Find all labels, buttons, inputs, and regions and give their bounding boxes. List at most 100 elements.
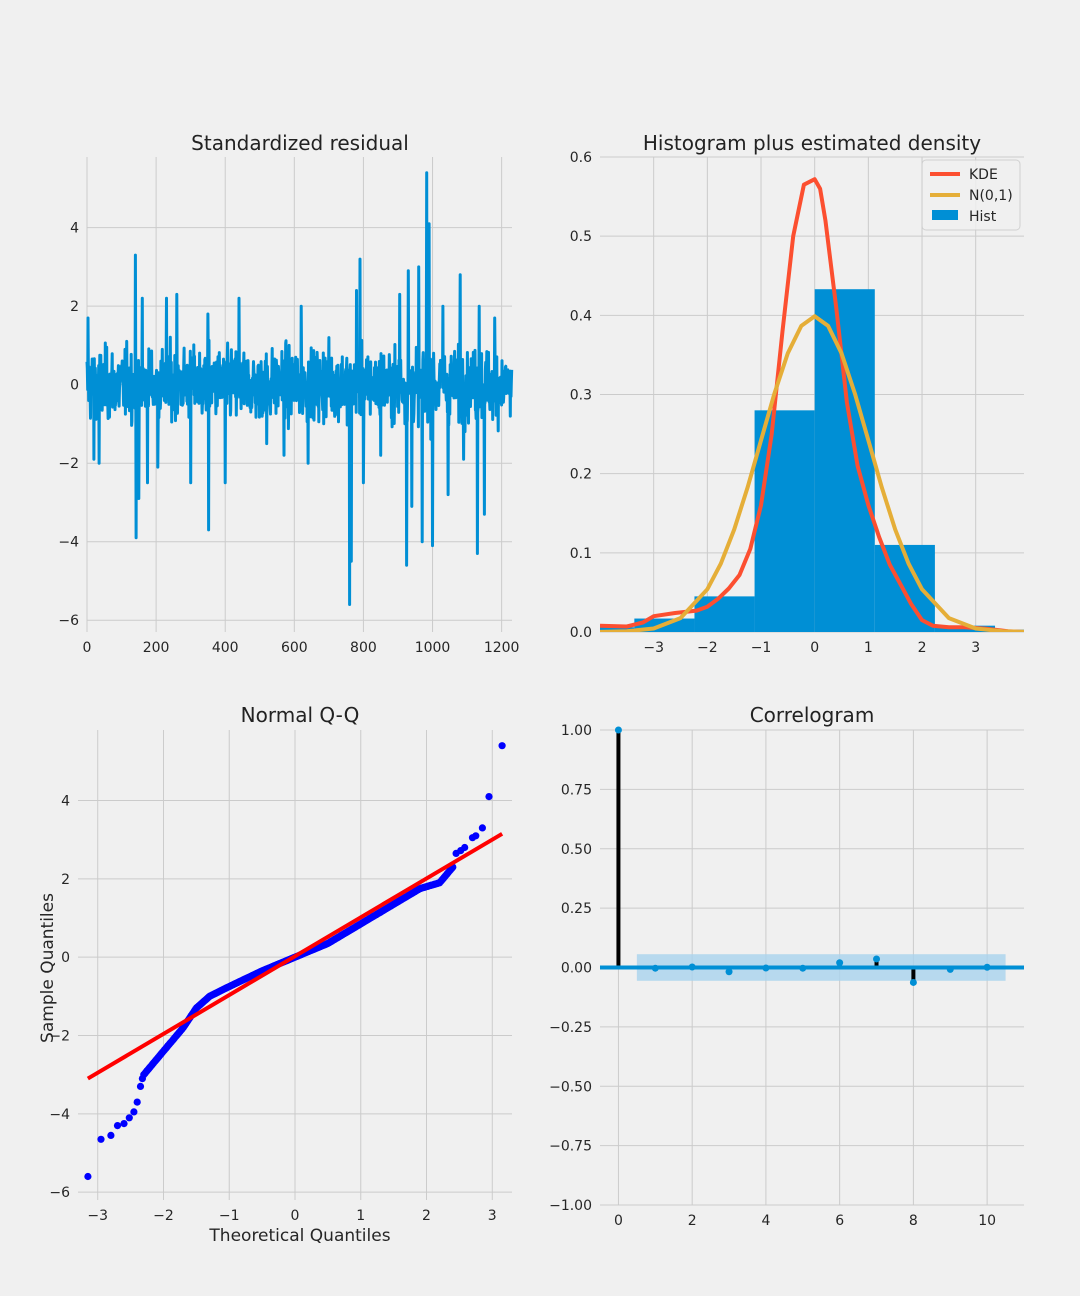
y-tick-label: 0.6 [570, 150, 592, 166]
correlogram-ticks: 0 2 4 6 8 10 −1.00 −0.75 −0.50 −0.25 0.00 0.25 0.50 0… [549, 723, 996, 1229]
acf-marker [836, 959, 844, 967]
correlogram-title: Correlogram [750, 703, 875, 727]
qq-point [107, 1131, 115, 1139]
x-tick-label: 0 [291, 1208, 300, 1224]
y-tick-label: 4 [70, 221, 79, 237]
acf-marker [946, 965, 954, 973]
standardized-residual-line [85, 171, 514, 606]
standardized-residual-ticks: 0 200 400 600 800 1000 1200 −6 −4 −2 0 2 4 [58, 221, 519, 656]
y-tick-label: 0.50 [561, 842, 592, 858]
x-tick-label: −3 [87, 1208, 108, 1224]
normal-qq-ticks: −3 −2 −1 0 1 2 3 −6 −4 −2 0 2 4 [49, 794, 496, 1225]
qq-point [130, 1108, 138, 1116]
standardized-residual-title: Standardized residual [191, 131, 409, 155]
hist-bar [754, 410, 815, 632]
y-tick-label: 0.1 [570, 546, 592, 562]
acf-marker [725, 968, 733, 976]
x-tick-label: 3 [488, 1208, 497, 1224]
qq-reference-line [86, 832, 504, 1081]
y-tick-label: 0.0 [570, 625, 592, 641]
qq-point [461, 843, 469, 852]
legend-kde-label: KDE [969, 167, 998, 183]
qq-point [113, 1122, 122, 1130]
x-tick-label: 2 [422, 1208, 431, 1224]
x-tick-label: 4 [761, 1213, 770, 1229]
standardized-residual-panel: 0 200 400 600 800 1000 1200 −6 −4 −2 0 2 4 Standardi… [58, 131, 519, 656]
y-tick-label: 0.3 [570, 388, 592, 404]
x-tick-label: 200 [143, 640, 170, 656]
qq-point [125, 1114, 133, 1122]
x-tick-label: −1 [219, 1208, 240, 1224]
legend-normal-label: N(0,1) [969, 188, 1013, 204]
qq-point [133, 1098, 141, 1106]
x-tick-label: −3 [643, 640, 664, 656]
qq-point [97, 1135, 105, 1143]
y-tick-label: 0.2 [570, 467, 592, 483]
y-tick-label: 0 [70, 378, 79, 394]
y-tick-label: 0.4 [570, 308, 592, 324]
x-tick-label: 8 [909, 1213, 918, 1229]
y-tick-label: 0.5 [570, 229, 592, 245]
acf-marker [983, 963, 991, 971]
x-tick-label: 1 [864, 640, 873, 656]
hist-bar [814, 289, 875, 632]
y-tick-label: 4 [61, 794, 70, 810]
correlogram-marks [600, 726, 1024, 986]
legend-hist-label: Hist [969, 209, 997, 225]
normal-qq-ylabel: Sample Quantiles [38, 893, 58, 1043]
x-tick-label: −2 [153, 1208, 174, 1224]
histogram-panel: −3 −2 −1 0 1 2 3 0.0 0.1 0.2 0.3 0.4 0.5 0.6 Histogra… [570, 131, 1024, 656]
acf-marker [614, 726, 622, 734]
x-tick-label: 6 [835, 1213, 844, 1229]
x-tick-label: 400 [212, 640, 239, 656]
qq-point [478, 824, 486, 832]
hist-bar [694, 596, 755, 632]
x-tick-label: 2 [688, 1213, 697, 1229]
x-tick-label: 600 [281, 640, 308, 656]
y-tick-label: −6 [49, 1185, 70, 1201]
x-tick-label: 0 [614, 1213, 623, 1229]
normal-qq-marks [84, 742, 506, 1181]
x-tick-label: −2 [697, 640, 718, 656]
x-tick-label: 1000 [415, 640, 451, 656]
qq-point [84, 1172, 92, 1181]
y-tick-label: −4 [49, 1107, 70, 1123]
acf-marker [873, 955, 881, 963]
legend-hist-swatch [932, 210, 958, 220]
y-tick-label: −1.00 [549, 1198, 592, 1214]
x-tick-label: 2 [918, 640, 927, 656]
kde-curve [600, 177, 1024, 632]
y-tick-label: 2 [70, 299, 79, 315]
correlogram-panel: 0 2 4 6 8 10 −1.00 −0.75 −0.50 −0.25 0.00 0.25 0.50 0… [549, 703, 1024, 1229]
histogram-legend: KDE N(0,1) Hist [921, 159, 1021, 231]
normal-qq-xlabel: Theoretical Quantiles [208, 1226, 390, 1246]
y-tick-label: 0.75 [561, 782, 592, 798]
histogram-ticks: −3 −2 −1 0 1 2 3 0.0 0.1 0.2 0.3 0.4 0.5 0.6 [570, 150, 980, 656]
normal-density-curve [600, 314, 1024, 632]
histogram-marks [600, 177, 1024, 632]
y-tick-label: 1.00 [561, 723, 592, 739]
histogram-plot-area [600, 177, 1024, 632]
qq-point [485, 793, 493, 801]
qq-point [472, 832, 480, 840]
x-tick-label: 10 [978, 1213, 996, 1229]
normal-qq-title: Normal Q-Q [241, 703, 360, 727]
y-tick-label: −0.25 [549, 1020, 592, 1036]
acf-marker [799, 964, 807, 972]
histogram-title: Histogram plus estimated density [643, 131, 981, 155]
y-tick-label: −4 [58, 535, 79, 551]
acf-marker [688, 963, 696, 971]
y-tick-label: 0.00 [561, 961, 592, 977]
acf-marker [651, 964, 659, 972]
x-tick-label: 3 [971, 640, 980, 656]
x-tick-label: 800 [350, 640, 377, 656]
qq-point [136, 1082, 145, 1090]
normal-qq-panel: −3 −2 −1 0 1 2 3 −6 −4 −2 0 2 4 Normal Q-Q Theoretic… [38, 703, 512, 1246]
x-tick-label: −1 [751, 640, 772, 656]
qq-point [120, 1120, 128, 1128]
y-tick-label: −0.50 [549, 1079, 592, 1095]
y-tick-label: 2 [61, 872, 70, 888]
x-tick-label: 1 [356, 1208, 365, 1224]
y-tick-label: −6 [58, 613, 79, 629]
